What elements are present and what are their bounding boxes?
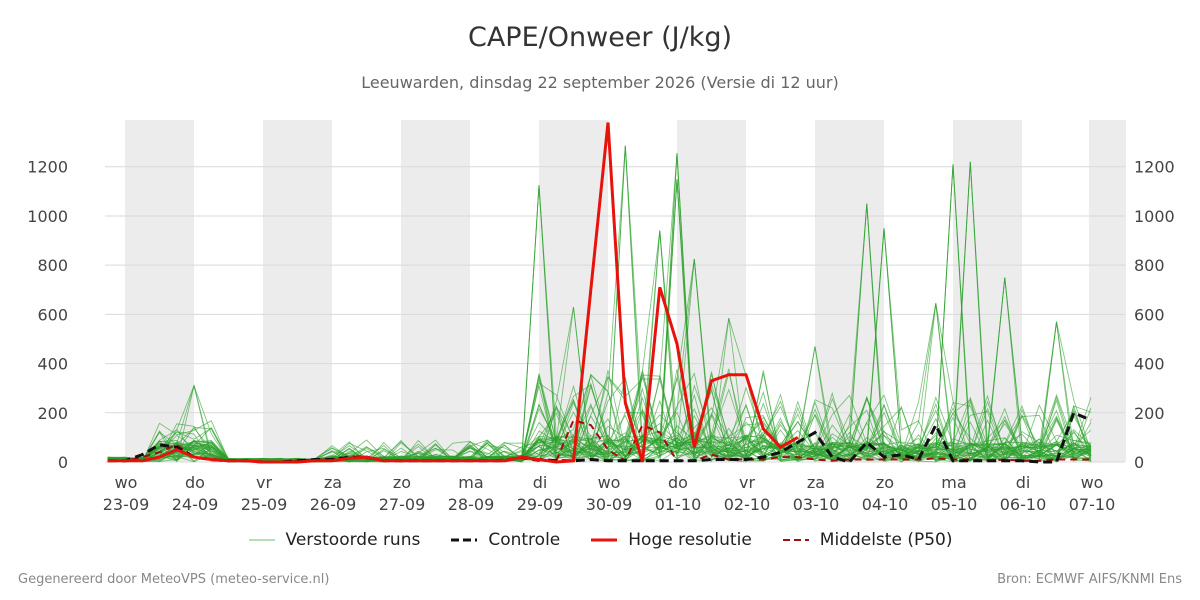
x-tick-date: 25-09	[241, 495, 288, 514]
x-tick-day: wo	[115, 473, 138, 492]
main-series	[107, 122, 1092, 464]
x-tick-day: do	[185, 473, 205, 492]
y-tick-label-left: 1000	[27, 207, 68, 226]
ensemble-member-line	[107, 161, 1092, 463]
ensemble-member-line	[107, 303, 1092, 463]
legend-item-verstoorde[interactable]: Verstoorde runs	[248, 530, 421, 550]
y-tick-label-right: 1000	[1134, 207, 1175, 226]
y-tick-label-left: 800	[37, 256, 68, 275]
x-tick-date: 01-10	[655, 495, 702, 514]
x-tick-day: di	[533, 473, 548, 492]
x-tick-date: 04-10	[862, 495, 909, 514]
x-tick-date: 29-09	[517, 495, 564, 514]
y-tick-label-right: 0	[1134, 453, 1144, 472]
x-tick-day: za	[807, 473, 825, 492]
y-tick-label-left: 200	[37, 404, 68, 423]
x-tick-date: 03-10	[793, 495, 840, 514]
y-tick-label-right: 600	[1134, 305, 1165, 324]
weekend-band	[263, 120, 332, 462]
x-tick-day: do	[668, 473, 688, 492]
y-tick-label-left: 0	[58, 453, 68, 472]
legend-label-p50: Middelste (P50)	[819, 530, 953, 550]
x-tick-date: 27-09	[379, 495, 426, 514]
legend-item-hoge[interactable]: Hoge resolutie	[590, 530, 752, 550]
y-tick-label-left: 600	[37, 305, 68, 324]
x-tick-day: zo	[876, 473, 894, 492]
x-tick-day: ma	[941, 473, 966, 492]
x-tick-date: 06-10	[1000, 495, 1047, 514]
x-tick-day: ma	[458, 473, 483, 492]
footer-source: Bron: ECMWF AIFS/KNMI Ens	[997, 572, 1182, 587]
x-tick-date: 30-09	[586, 495, 633, 514]
weekend-band	[953, 120, 1022, 462]
weekend-bands	[125, 120, 1126, 462]
legend: Verstoorde runs Controle Hoge resolutie …	[0, 530, 1200, 550]
x-tick-date: 26-09	[310, 495, 357, 514]
x-axis: wo 23-09 do 24-09 vr 25-09 za 26-09 zo 27-09 ma 28-…	[103, 473, 1116, 514]
x-tick-date: 24-09	[172, 495, 219, 514]
legend-item-controle[interactable]: Controle	[450, 530, 560, 550]
chart-title: CAPE/Onweer (J/kg)	[467, 22, 732, 53]
y-tick-label-right: 1200	[1134, 158, 1175, 177]
y-tick-label-left: 1200	[27, 158, 68, 177]
y-axis-right: 0 200 400 600 800 1000 1200	[1134, 158, 1175, 472]
hoge-resolutie-line	[107, 122, 799, 464]
weekend-band	[125, 120, 194, 462]
x-tick-day: di	[1016, 473, 1031, 492]
legend-item-p50[interactable]: Middelste (P50)	[782, 530, 953, 550]
legend-label-verstoorde: Verstoorde runs	[285, 530, 421, 550]
x-tick-day: zo	[393, 473, 411, 492]
legend-swatch-controle	[451, 538, 478, 542]
x-tick-date: 28-09	[448, 495, 495, 514]
x-tick-day: wo	[598, 473, 621, 492]
y-axis-left: 0 200 400 600 800 1000 1200	[27, 158, 68, 472]
x-tick-day: wo	[1081, 473, 1104, 492]
y-tick-label-right: 800	[1134, 256, 1165, 275]
x-tick-date: 07-10	[1069, 495, 1116, 514]
legend-swatch-verstoorde	[248, 539, 275, 541]
y-tick-label-right: 200	[1134, 404, 1165, 423]
chart-subtitle: Leeuwarden, dinsdag 22 september 2026 (V…	[361, 73, 839, 92]
x-tick-day: vr	[256, 473, 272, 492]
x-tick-date: 02-10	[724, 495, 771, 514]
legend-label-controle: Controle	[488, 530, 561, 550]
legend-swatch-p50	[782, 539, 809, 541]
footer-generator: Gegenereerd door MeteoVPS (meteo-service…	[18, 572, 330, 587]
y-tick-label-right: 400	[1134, 355, 1165, 374]
x-tick-day: vr	[739, 473, 755, 492]
x-tick-date: 05-10	[931, 495, 978, 514]
weekend-band	[401, 120, 470, 462]
weekend-band	[1088, 120, 1126, 462]
legend-label-hoge: Hoge resolutie	[628, 530, 752, 550]
legend-swatch-hoge	[591, 538, 618, 542]
y-tick-label-left: 400	[37, 355, 68, 374]
weekend-band	[539, 120, 608, 462]
x-tick-day: za	[324, 473, 342, 492]
x-tick-date: 23-09	[103, 495, 150, 514]
